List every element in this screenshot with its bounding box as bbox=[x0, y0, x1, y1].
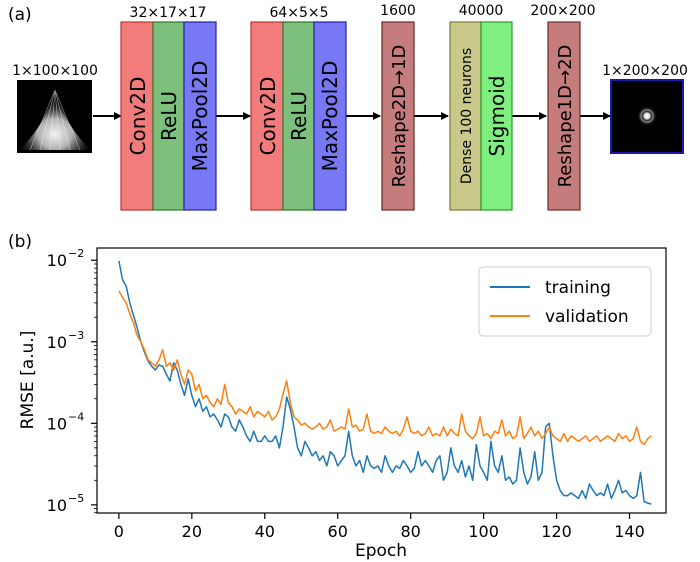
block2-conv2d-label: Conv2D bbox=[256, 77, 280, 156]
sigmoid-label: Sigmoid bbox=[485, 76, 509, 157]
input-image bbox=[17, 80, 92, 153]
output-shape-label: 1×200×200 bbox=[602, 63, 688, 79]
series-layer bbox=[118, 260, 652, 505]
y-tick-label: 10 bbox=[47, 251, 67, 270]
block1-relu-layer bbox=[152, 21, 185, 211]
reshape2-shape-label: 200×200 bbox=[530, 3, 595, 19]
reshape2-layer bbox=[547, 21, 581, 211]
block2-maxpool-label: MaxPool2D bbox=[318, 61, 342, 172]
panel-b-label: (b) bbox=[8, 232, 32, 252]
y-tick-exponent: −2 bbox=[68, 247, 84, 260]
x-tick-label: 100 bbox=[468, 522, 499, 541]
block1-shape-label: 32×17×17 bbox=[130, 5, 207, 21]
block2: Conv2D ReLU MaxPool2D bbox=[250, 21, 347, 211]
block1: Conv2D ReLU MaxPool2D bbox=[120, 21, 217, 211]
x-axis-label: Epoch bbox=[355, 541, 407, 561]
x-tick-label: 0 bbox=[114, 522, 124, 541]
y-axis-label: RMSE [a.u.] bbox=[18, 331, 38, 430]
y-tick-label: 10 bbox=[47, 333, 67, 352]
y-axis: 10−210−310−410−5 bbox=[47, 247, 97, 515]
reshape1-label: Reshape2D→1D bbox=[389, 45, 410, 188]
y-tick-label: 10 bbox=[47, 414, 67, 433]
series-line-training bbox=[118, 260, 652, 505]
reshape1-shape-label: 1600 bbox=[380, 3, 416, 19]
y-axis-minor-ticks bbox=[94, 263, 97, 514]
x-tick-label: 80 bbox=[400, 522, 420, 541]
x-tick-label: 140 bbox=[614, 522, 645, 541]
block2-relu-layer bbox=[282, 21, 315, 211]
block1-conv2d-label: Conv2D bbox=[126, 77, 150, 156]
legend-validation-label: validation bbox=[545, 307, 629, 327]
plot-frame bbox=[96, 247, 667, 514]
legend-training-label: training bbox=[545, 278, 611, 298]
block2-relu-label: ReLU bbox=[287, 91, 311, 141]
y-tick-exponent: −4 bbox=[68, 410, 84, 423]
block2-maxpool-layer bbox=[313, 21, 347, 211]
x-tick-label: 60 bbox=[328, 522, 348, 541]
series-line-validation bbox=[118, 290, 652, 446]
block1-maxpool-label: MaxPool2D bbox=[188, 61, 212, 172]
reshape1-layer bbox=[381, 21, 415, 211]
dense-block: Dense 100 neurons Sigmoid bbox=[449, 21, 513, 211]
legend-box bbox=[478, 266, 652, 337]
dense-label: Dense 100 neurons bbox=[459, 48, 475, 184]
sigmoid-layer bbox=[480, 21, 513, 211]
output-image bbox=[610, 79, 684, 154]
x-tick-label: 20 bbox=[182, 522, 202, 541]
dense-layer bbox=[449, 21, 482, 211]
y-tick-exponent: −3 bbox=[68, 329, 84, 342]
block1-relu-label: ReLU bbox=[157, 91, 181, 141]
block2-shape-label: 64×5×5 bbox=[269, 5, 328, 21]
rmse-chart: (b) 0 20 40 60 80 100 120 140 10−210−310−410−5 … bbox=[8, 232, 667, 561]
legend: training validation bbox=[478, 266, 652, 337]
block2-conv2d-layer bbox=[250, 21, 284, 211]
y-tick-exponent: −5 bbox=[68, 492, 84, 505]
panel-a-label: (a) bbox=[8, 5, 32, 25]
x-tick-label: 120 bbox=[541, 522, 572, 541]
x-tick-label: 40 bbox=[255, 522, 275, 541]
reshape2-label: Reshape1D→2D bbox=[555, 45, 576, 188]
y-tick-label: 10 bbox=[47, 496, 67, 515]
block1-maxpool-layer bbox=[183, 21, 217, 211]
input-shape-label: 1×100×100 bbox=[12, 63, 98, 79]
dense-shape-label: 40000 bbox=[459, 3, 504, 19]
network-diagram: (a) 1×100×100 32×17×17 Conv2D ReLU MaxPo… bbox=[8, 3, 688, 211]
x-axis: 0 20 40 60 80 100 120 140 bbox=[114, 513, 645, 541]
